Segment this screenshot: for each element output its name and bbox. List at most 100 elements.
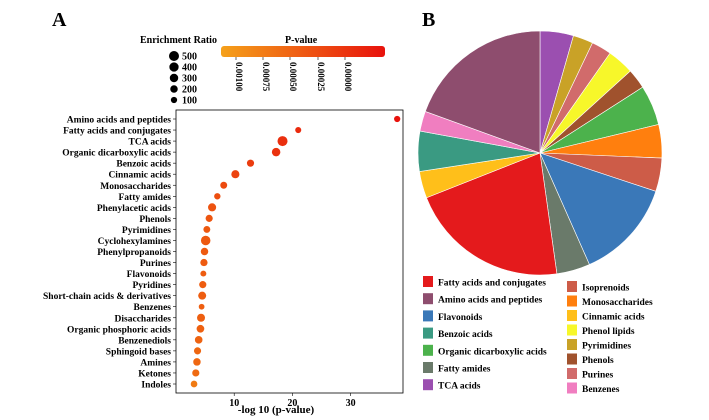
- pie-legend-swatch: [423, 293, 433, 305]
- y-axis-label: Phenylacetic acids: [97, 204, 171, 214]
- pie-legend-label: Monosaccharides: [582, 298, 653, 308]
- color-legend-tick-label: 0.00000: [343, 62, 353, 92]
- y-axis-label: Benzoic acids: [116, 160, 171, 170]
- data-point: [199, 281, 207, 289]
- data-point: [193, 358, 201, 366]
- pie-legend-label: Phenols: [582, 356, 614, 366]
- pie-legend-label: Organic dicarboxylic acids: [438, 347, 547, 357]
- data-point: [231, 170, 240, 179]
- y-axis-label: Organic dicarboxylic acids: [62, 149, 171, 159]
- y-axis-label: Cyclohexylamines: [98, 237, 172, 247]
- data-point: [295, 126, 302, 134]
- pie-legend-label: Cinnamic acids: [582, 313, 645, 323]
- pie-legend-swatch: [567, 382, 577, 394]
- color-legend: P-value 0.00100 0.00075 0.00050 0.00025 0.00…: [221, 35, 385, 92]
- x-axis-tick-label: 10: [229, 398, 239, 409]
- data-point: [200, 258, 208, 267]
- y-axis-label: Cinnamic acids: [108, 171, 171, 181]
- y-axis-label: Benzenediols: [118, 336, 171, 346]
- pie-legend-swatch: [567, 324, 577, 336]
- y-axis-label: Phenols: [139, 215, 171, 225]
- y-axis-label: Disaccharides: [115, 314, 172, 324]
- pie-legend-label: Pyrimidines: [582, 342, 631, 352]
- data-point: [277, 136, 288, 147]
- pie-legend-swatch: [423, 344, 433, 356]
- pie-legend-swatch: [423, 362, 433, 373]
- size-legend-value: 400: [182, 63, 197, 74]
- y-axis-label: TCA acids: [129, 138, 172, 148]
- pie-legend-swatch: [423, 379, 433, 391]
- data-point: [197, 313, 206, 322]
- pie-legend-label: Fatty acids and conjugates: [438, 279, 546, 289]
- y-axis-label: Sphingoid bases: [106, 347, 172, 357]
- data-point: [196, 324, 205, 333]
- color-legend-tick-label: 0.00075: [261, 62, 271, 92]
- color-legend-tick-label: 0.00050: [288, 62, 298, 92]
- x-axis-ticks: 10 20 30: [229, 393, 356, 409]
- y-axis-label: Phenylpropanoids: [97, 248, 171, 258]
- y-axis-label: Organic phosphoric acids: [67, 325, 171, 335]
- plot-area: [175, 109, 404, 394]
- y-axis-label: Amines: [140, 358, 171, 368]
- color-legend-title: P-value: [285, 35, 318, 46]
- data-point: [200, 235, 211, 246]
- y-axis-label: Benzenes: [134, 303, 172, 313]
- pie-legend-swatch: [423, 327, 433, 339]
- pie-slice: [539, 152, 657, 265]
- size-legend-value: 300: [182, 74, 197, 85]
- data-point: [198, 291, 207, 300]
- pie-legend-label: Phenol lipids: [582, 327, 635, 337]
- size-legend-dot: [170, 96, 178, 104]
- pie-legend-swatch: [567, 368, 577, 379]
- pie-slice: [426, 152, 558, 276]
- pie-legend-label: Flavonoids: [438, 313, 483, 323]
- panel-a-label: A: [52, 9, 67, 31]
- data-point: [194, 336, 203, 344]
- size-legend-title: Enrichment Ratio: [140, 35, 217, 46]
- data-point: [203, 225, 211, 233]
- panel-b-label: B: [422, 9, 435, 31]
- pie-legend-label: Isoprenoids: [582, 284, 630, 294]
- y-axis-label: Flavonoids: [127, 270, 172, 280]
- pie-legend-swatch: [567, 310, 577, 321]
- pie-legend-label: Fatty amides: [438, 365, 491, 375]
- pie-legend: Fatty acids and conjugates Amino acids an…: [423, 276, 653, 395]
- pie-legend-label: Benzoic acids: [438, 330, 493, 340]
- pie-chart: [417, 30, 663, 276]
- color-legend-bar: [221, 46, 385, 57]
- x-axis-tick-label: 30: [346, 398, 356, 409]
- x-axis-tick-label: 20: [287, 398, 297, 409]
- y-axis-label: Fatty amides: [118, 193, 171, 203]
- pie-legend-swatch: [567, 281, 577, 292]
- y-axis-label: Ketones: [138, 369, 171, 379]
- data-point: [214, 193, 221, 200]
- size-legend-dot: [169, 51, 179, 61]
- y-axis-label: Monosaccharides: [100, 182, 171, 192]
- data-point: [205, 214, 213, 222]
- pie-legend-label: Benzenes: [582, 385, 620, 395]
- color-legend-ticks: 0.00100 0.00075 0.00050 0.00025 0.00000: [234, 57, 353, 92]
- pie-legend-label: TCA acids: [438, 382, 481, 392]
- data-point: [200, 270, 207, 277]
- data-point: [246, 159, 255, 167]
- color-legend-tick-label: 0.00025: [316, 62, 326, 92]
- color-legend-tick-label: 0.00100: [234, 62, 244, 92]
- data-point: [192, 369, 200, 377]
- y-axis-label: Fatty acids and conjugates: [63, 127, 171, 137]
- data-point: [271, 147, 281, 157]
- pie-legend-swatch: [423, 276, 433, 287]
- pie-legend-label: Amino acids and peptides: [438, 296, 543, 306]
- y-axis-label: Indoles: [141, 381, 171, 391]
- pie-legend-swatch: [567, 339, 577, 350]
- y-axis-label: Amino acids and peptides: [67, 116, 172, 126]
- data-point: [193, 347, 202, 355]
- data-points: [190, 115, 401, 388]
- pie-slice: [424, 30, 541, 154]
- size-legend-dot: [170, 85, 178, 93]
- size-legend-value: 100: [182, 96, 197, 107]
